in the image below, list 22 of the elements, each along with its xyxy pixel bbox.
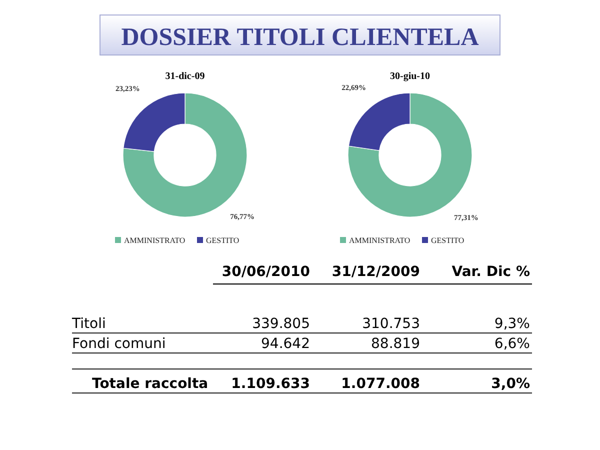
chart-title: DOSSIER TITOLI CLIENTELA bbox=[121, 24, 479, 51]
text: 88.819 bbox=[371, 336, 420, 352]
text: 339.805 bbox=[252, 316, 310, 332]
legend-label: GESTITO bbox=[431, 236, 464, 245]
text: Fondi comuni bbox=[72, 336, 166, 352]
text: 30/06/2010 bbox=[222, 264, 310, 280]
chart-subtitle: 31-dic-09 bbox=[165, 71, 205, 82]
legend-label: AMMINISTRATO bbox=[124, 236, 186, 245]
text: Totale raccolta bbox=[92, 376, 208, 392]
chart-title: 30-giu-10 bbox=[390, 71, 430, 82]
text: 1.109.633 bbox=[231, 376, 310, 392]
text: 310.753 bbox=[362, 316, 420, 332]
legend-label: GESTITO bbox=[206, 236, 240, 245]
text: 6,6% bbox=[494, 336, 530, 352]
text: 9,3% bbox=[494, 316, 530, 332]
text: Var. Dic % bbox=[452, 264, 530, 280]
legend-label: AMMINISTRATO bbox=[349, 236, 410, 245]
text: Titoli bbox=[71, 316, 106, 332]
text: 1.077.008 bbox=[341, 376, 420, 392]
text: 3,0% bbox=[491, 376, 530, 392]
text: 31/12/2009 bbox=[332, 264, 420, 280]
text: 94.642 bbox=[261, 336, 310, 352]
